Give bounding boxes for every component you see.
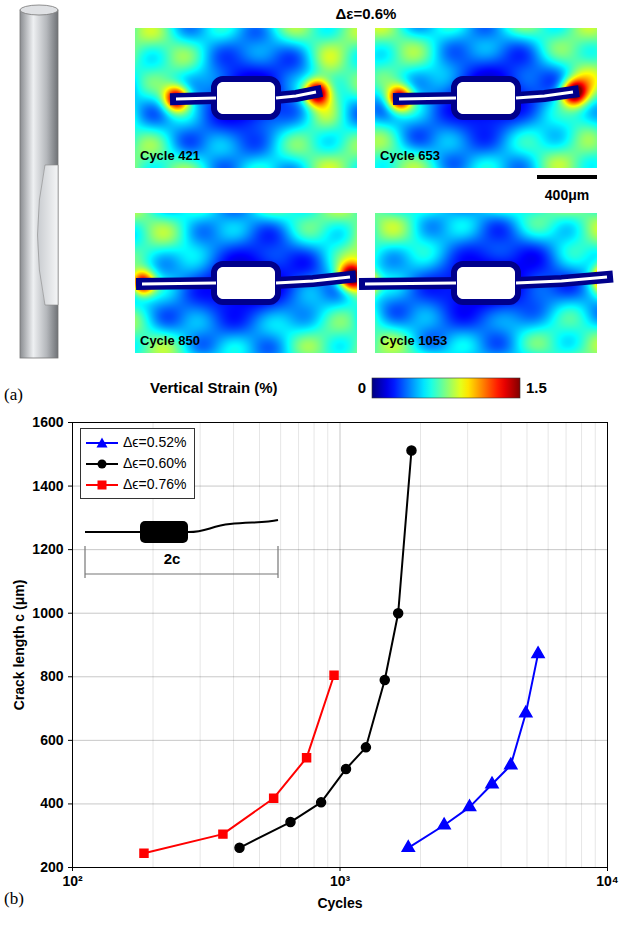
svg-text:Cycle 850: Cycle 850 (140, 333, 200, 348)
html-text:(b): (b) (4, 889, 24, 908)
html-text:Δϵ=0.60%: Δϵ=0.60% (123, 455, 187, 471)
svg-text:Cycle 653: Cycle 653 (380, 148, 440, 163)
svg-text:0: 0 (358, 379, 366, 396)
svg-text:1600: 1600 (32, 414, 63, 430)
svg-text:(a): (a) (4, 385, 23, 404)
svg-text:600: 600 (40, 732, 64, 748)
svg-text:400μm: 400μm (545, 187, 589, 203)
svg-text:200: 200 (40, 859, 64, 875)
svg-text:800: 800 (40, 668, 64, 684)
svg-text:Cycle 1053: Cycle 1053 (380, 333, 447, 348)
svg-text:Crack length c (μm): Crack length c (μm) (11, 580, 27, 711)
svg-text:Cycle 421: Cycle 421 (140, 148, 200, 163)
svg-text:1.5: 1.5 (526, 379, 547, 396)
svg-text:Δε=0.6%: Δε=0.6% (336, 5, 397, 22)
svg-text:10³: 10³ (330, 873, 351, 889)
svg-text:10⁴: 10⁴ (596, 873, 619, 889)
svg-text:10²: 10² (62, 873, 83, 889)
svg-text:Vertical Strain (%): Vertical Strain (%) (150, 379, 278, 396)
html-text:Δϵ=0.76%: Δϵ=0.76% (123, 476, 187, 492)
svg-text:1200: 1200 (32, 541, 63, 557)
svg-text:Cycles: Cycles (317, 895, 362, 911)
svg-text:400: 400 (40, 795, 64, 811)
svg-text:1000: 1000 (32, 605, 63, 621)
svg-text:1400: 1400 (32, 478, 63, 494)
svg-text:2c: 2c (164, 550, 181, 567)
html-text:Δϵ=0.52%: Δϵ=0.52% (123, 434, 187, 450)
